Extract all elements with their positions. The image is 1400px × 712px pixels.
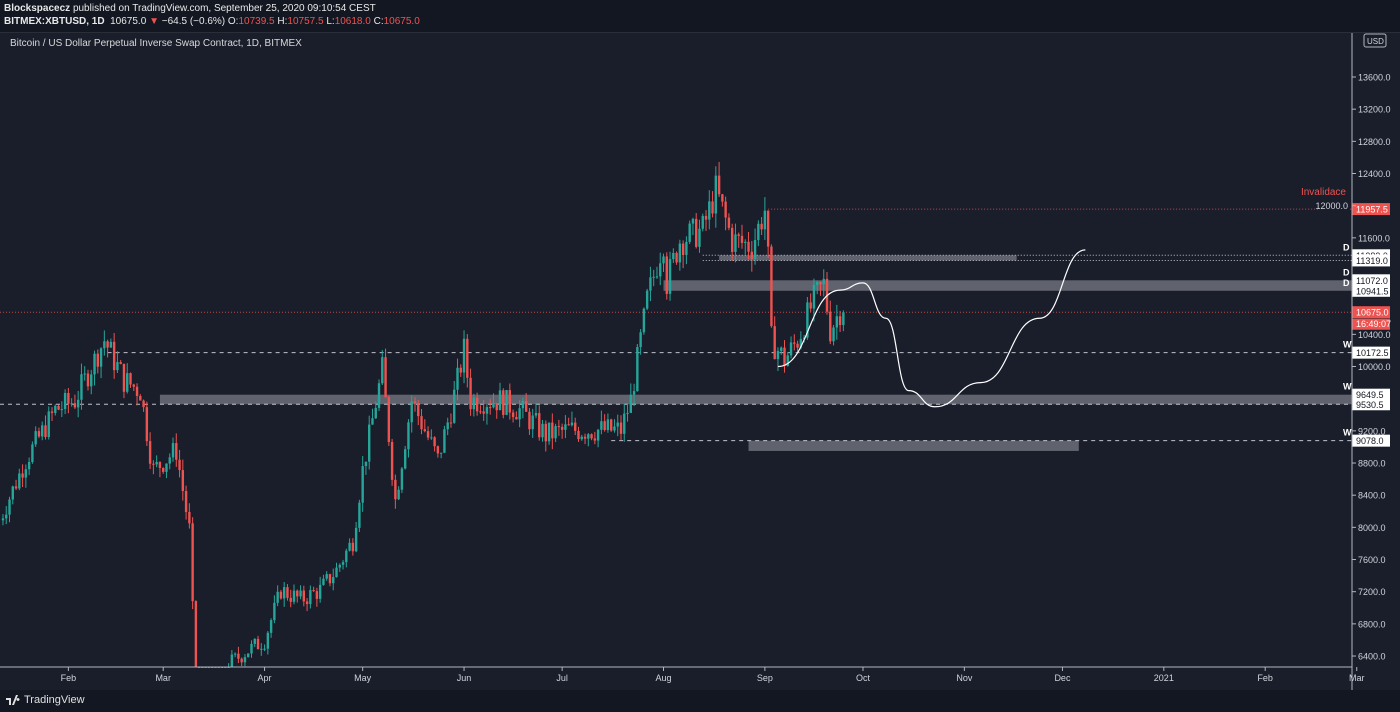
publish-info: Blockspacecz published on TradingView.co… (4, 3, 376, 14)
tradingview-logo[interactable]: TradingView (6, 694, 85, 706)
footer (0, 690, 1400, 712)
close-value: 10675.0 (383, 16, 420, 27)
chart-title: Bitcoin / US Dollar Perpetual Inverse Sw… (10, 38, 302, 49)
open-value: 10739.5 (238, 16, 275, 27)
last-price: 10675.0 (110, 16, 147, 27)
publish-text: published on TradingView.com, September … (72, 3, 376, 14)
close-label: C: (373, 16, 384, 27)
ohlc-legend: BITMEX:XBTUSD, 1D 10675.0 ▼ −64.5 (−0.6%… (4, 16, 420, 27)
change: −64.5 (−0.6%) (161, 16, 226, 27)
symbol: BITMEX:XBTUSD, 1D (4, 16, 105, 27)
high-value: 10757.5 (287, 16, 324, 27)
low-value: 10618.0 (334, 16, 371, 27)
author[interactable]: Blockspacecz (4, 3, 71, 14)
low-label: L: (326, 16, 335, 27)
high-label: H: (277, 16, 288, 27)
chart-area[interactable] (0, 32, 1400, 693)
tradingview-logo-icon (6, 695, 20, 705)
down-arrow-icon: ▼ (149, 16, 159, 27)
brand-name: TradingView (24, 694, 85, 706)
open-label: O: (227, 16, 239, 27)
